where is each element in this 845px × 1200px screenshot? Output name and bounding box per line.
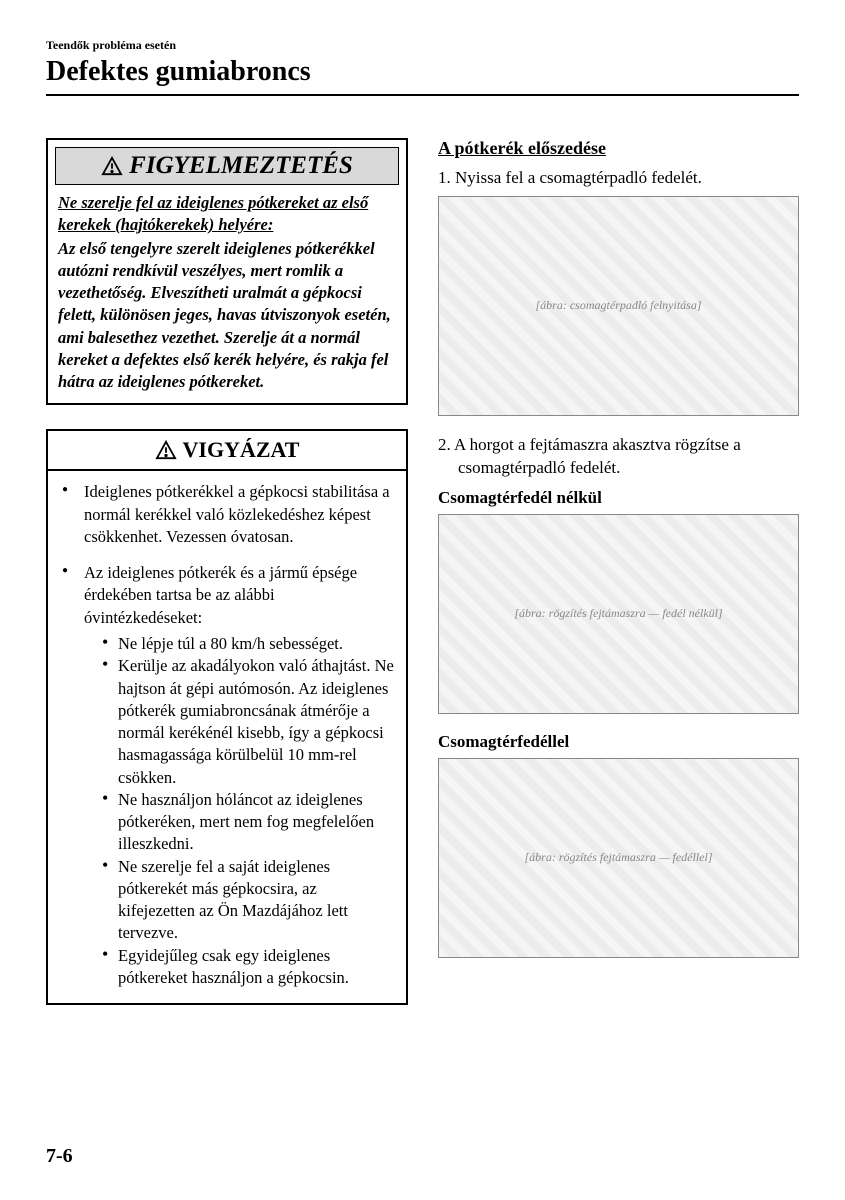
step-2: 2. A horgot a fejtámaszra akasztva rögzí… — [438, 434, 799, 480]
warning-body: Ne szerelje fel az ideiglenes pótkereket… — [48, 192, 406, 403]
caution-body: Ideiglenes pótkerékkel a gépkocsi stabil… — [48, 471, 406, 1003]
warning-header: FIGYELMEZTETÉS — [55, 147, 399, 185]
caution-item: Ideiglenes pótkerékkel a gépkocsi stabil… — [60, 481, 394, 548]
caution-subitem: Egyidejűleg csak egy ideiglenes pótkerek… — [102, 945, 394, 990]
page-number: 7-6 — [46, 1145, 73, 1168]
subheading-with-cover: Csomagtérfedéllel — [438, 732, 799, 752]
figure-3: [ábra: rögzítés fejtámaszra — fedéllel] — [438, 758, 799, 958]
warning-body-text: Az első tengelyre szerelt ideiglenes pót… — [58, 239, 391, 392]
caution-triangle-icon — [155, 440, 177, 460]
caution-item-text: Az ideiglenes pótkerék és a jármű épsége… — [84, 563, 357, 627]
caution-item: Az ideiglenes pótkerék és a jármű épsége… — [60, 562, 394, 989]
warning-header-label: FIGYELMEZTETÉS — [129, 152, 353, 180]
caution-subitem: Ne lépje túl a 80 km/h sebességet. — [102, 633, 394, 655]
breadcrumb: Teendők probléma esetén — [46, 38, 799, 53]
subheading-no-cover: Csomagtérfedél nélkül — [438, 488, 799, 508]
caution-subitem: Kerülje az akadályokon való áthajtást. N… — [102, 655, 394, 789]
caution-header: VIGYÁZAT — [48, 431, 406, 471]
page-header: Teendők probléma esetén Defektes gumiabr… — [46, 38, 799, 96]
content-columns: FIGYELMEZTETÉS Ne szerelje fel az ideigl… — [46, 138, 799, 1005]
step-1: 1. Nyissa fel a csomagtérpadló fedelét. — [438, 167, 799, 190]
caution-subitem: Ne szerelje fel a saját ideiglenes pótke… — [102, 856, 394, 945]
right-column: A pótkerék előszedése 1. Nyissa fel a cs… — [438, 138, 799, 1005]
warning-underlined-text: Ne szerelje fel az ideiglenes pótkereket… — [58, 192, 396, 237]
caution-box: VIGYÁZAT Ideiglenes pótkerékkel a gépkoc… — [46, 429, 408, 1005]
section-heading: A pótkerék előszedése — [438, 138, 799, 159]
warning-triangle-icon — [101, 156, 123, 176]
page-title: Defektes gumiabroncs — [46, 56, 799, 96]
caution-subitem: Ne használjon hóláncot az ideiglenes pót… — [102, 789, 394, 856]
figure-2: [ábra: rögzítés fejtámaszra — fedél nélk… — [438, 514, 799, 714]
figure-1: [ábra: csomagtérpadló felnyitása] — [438, 196, 799, 416]
left-column: FIGYELMEZTETÉS Ne szerelje fel az ideigl… — [46, 138, 408, 1005]
caution-header-label: VIGYÁZAT — [183, 437, 300, 463]
warning-box: FIGYELMEZTETÉS Ne szerelje fel az ideigl… — [46, 138, 408, 405]
